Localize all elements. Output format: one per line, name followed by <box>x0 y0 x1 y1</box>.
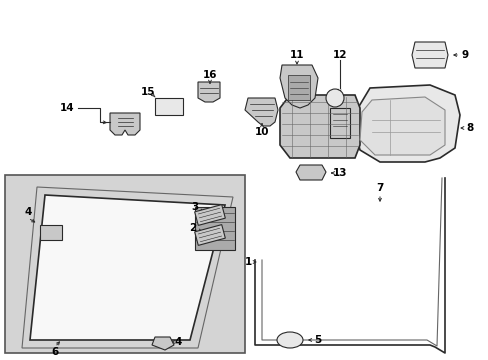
Text: 11: 11 <box>289 50 304 60</box>
Text: 6: 6 <box>51 347 59 357</box>
Text: 12: 12 <box>332 50 346 60</box>
Polygon shape <box>152 337 174 350</box>
Bar <box>5 175 244 353</box>
Ellipse shape <box>276 332 303 348</box>
Polygon shape <box>244 98 278 126</box>
Polygon shape <box>194 225 225 246</box>
Polygon shape <box>280 65 317 108</box>
Text: 14: 14 <box>60 103 74 113</box>
Polygon shape <box>30 195 224 340</box>
Polygon shape <box>110 113 140 135</box>
Text: 1: 1 <box>244 257 251 267</box>
Text: 9: 9 <box>461 50 468 60</box>
Bar <box>40 225 62 240</box>
Text: 2: 2 <box>189 223 196 233</box>
Polygon shape <box>198 82 220 102</box>
Text: 4: 4 <box>24 207 32 217</box>
Polygon shape <box>195 207 235 250</box>
Polygon shape <box>354 85 459 162</box>
Polygon shape <box>194 204 225 225</box>
Text: 3: 3 <box>191 202 198 212</box>
Text: 13: 13 <box>332 168 346 178</box>
Bar <box>287 75 309 100</box>
Text: 16: 16 <box>203 70 217 80</box>
Text: 4: 4 <box>174 337 182 347</box>
Bar <box>329 108 349 138</box>
Bar <box>155 98 183 115</box>
Text: 15: 15 <box>141 87 155 97</box>
Text: 7: 7 <box>376 183 383 193</box>
Text: 10: 10 <box>254 127 269 137</box>
Polygon shape <box>295 165 325 180</box>
Polygon shape <box>280 95 359 158</box>
Polygon shape <box>411 42 447 68</box>
Polygon shape <box>359 97 444 155</box>
Text: 8: 8 <box>466 123 473 133</box>
Text: 5: 5 <box>314 335 321 345</box>
Circle shape <box>325 89 343 107</box>
